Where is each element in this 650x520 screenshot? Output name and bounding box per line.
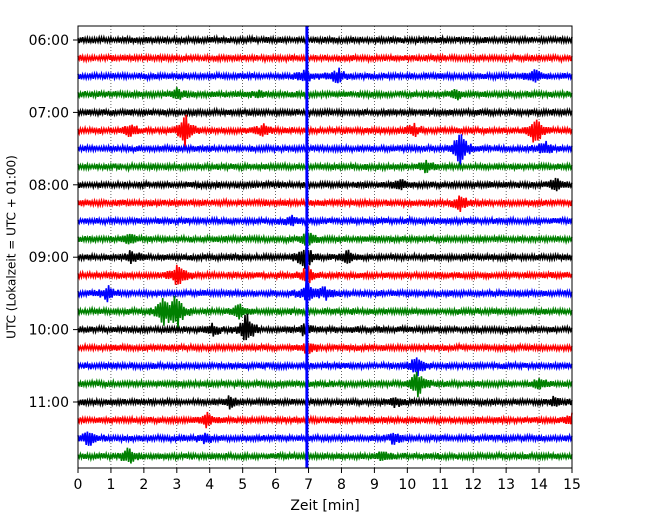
x-tick-label: 8 [337, 477, 346, 493]
y-tick-label: 06:00 [29, 33, 69, 49]
x-tick-label: 3 [172, 477, 181, 493]
trace-0945 [77, 295, 573, 330]
y-tick-label: 09:00 [29, 250, 69, 266]
plot-frame [77, 25, 573, 469]
x-tick-label: 14 [530, 477, 548, 493]
trace-0815 [77, 195, 573, 213]
y-tick-label: 07:00 [29, 105, 69, 121]
x-tick-label: 10 [398, 477, 416, 493]
trace-0715 [77, 114, 573, 150]
x-tick-label: 5 [238, 477, 247, 493]
x-tick-label: 9 [370, 477, 379, 493]
trace-0730 [77, 134, 573, 170]
x-tick-label: 2 [139, 477, 148, 493]
x-tick-label: 12 [464, 477, 482, 493]
x-tick-label: 11 [431, 477, 449, 493]
trace-1115 [77, 411, 573, 429]
trace-1100 [77, 395, 573, 410]
trace-0800 [77, 177, 573, 192]
y-tick-label: 10:00 [29, 323, 69, 339]
x-axis-ticks: 0 1 2 3 4 5 6 7 8 9 10 11 12 13 14 15 [74, 468, 581, 493]
trace-1045 [77, 371, 573, 398]
x-tick-label: 0 [74, 477, 83, 493]
x-tick-label: 4 [205, 477, 214, 493]
trace-0930 [77, 280, 573, 303]
x-tick-label: 6 [271, 477, 280, 493]
trace-group [77, 33, 573, 464]
trace-0745 [77, 159, 573, 174]
trace-1145 [77, 447, 573, 464]
trace-0830 [77, 214, 573, 228]
trace-1130 [77, 431, 573, 446]
x-tick-label: 1 [106, 477, 115, 493]
trace-0600 [77, 33, 573, 47]
y-axis-label: UTC (Lokalzeit = UTC + 01:00) [5, 155, 19, 339]
trace-0900 [77, 245, 573, 270]
trace-0630 [77, 67, 573, 84]
trace-0615 [77, 52, 573, 65]
trace-1030 [77, 357, 573, 377]
trace-0845 [77, 230, 573, 246]
x-tick-label: 7 [304, 477, 313, 493]
trace-0915 [77, 264, 573, 285]
y-axis-ticks: 06:00 07:00 08:00 09:00 10:00 11:00 [29, 33, 78, 411]
trace-0645 [77, 87, 573, 101]
x-tick-label: 15 [563, 477, 581, 493]
y-tick-label: 08:00 [29, 178, 69, 194]
y-tick-label: 11:00 [29, 395, 69, 411]
x-axis-label: Zeit [min] [290, 498, 359, 514]
trace-1015 [77, 341, 573, 355]
trace-0700 [77, 106, 573, 119]
trace-1000 [77, 313, 573, 341]
x-tick-label: 13 [497, 477, 515, 493]
